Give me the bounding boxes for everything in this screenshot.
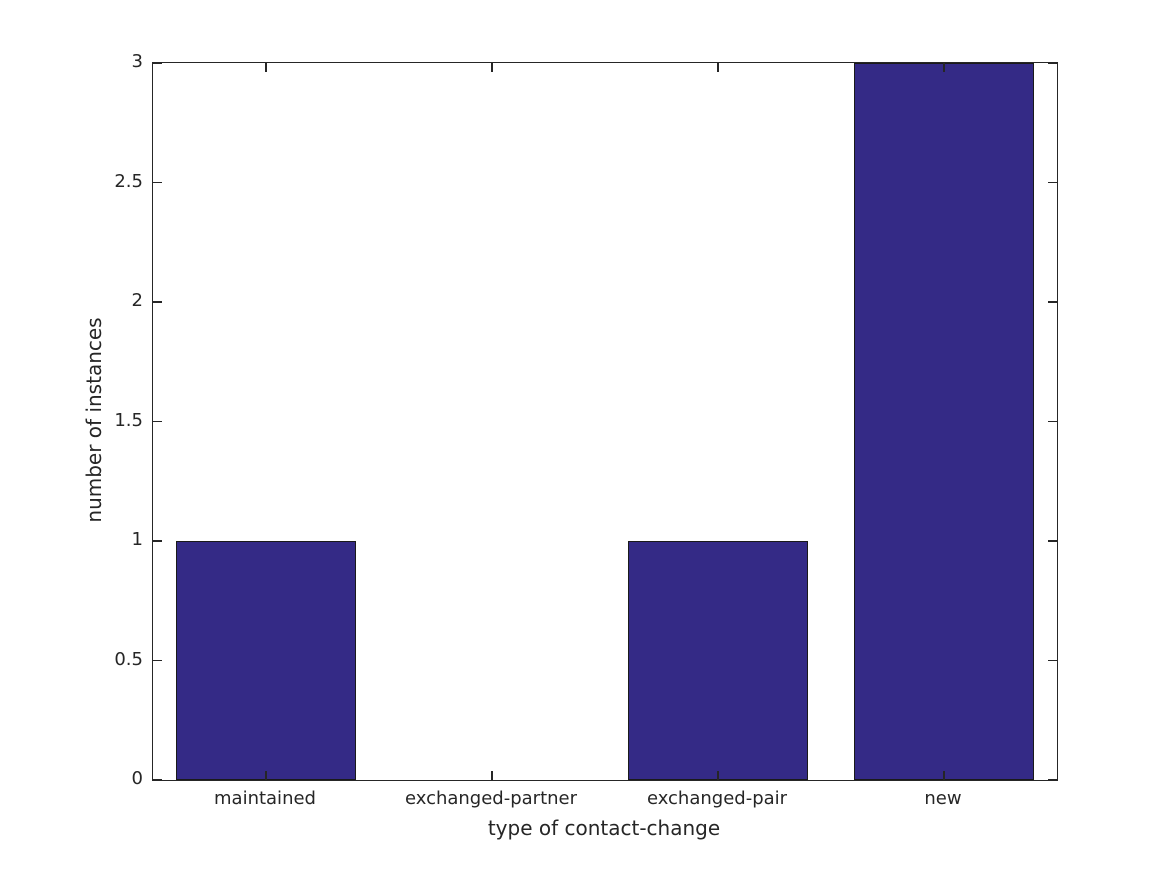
x-tick-bottom	[491, 771, 493, 780]
bar-new	[853, 63, 1035, 780]
plot-area	[152, 62, 1058, 781]
y-tick-left	[153, 659, 162, 662]
x-tick-top	[717, 63, 719, 72]
y-tick-right	[1048, 301, 1057, 303]
y-tick-left	[153, 62, 162, 64]
y-tick-label: 1	[131, 529, 143, 550]
y-tick-label: 0	[131, 768, 143, 789]
y-tick-left	[153, 540, 162, 542]
y-tick-label: 0.5	[114, 648, 143, 670]
y-tick-left	[153, 301, 162, 303]
x-tick-label: maintained	[214, 788, 316, 809]
bar-maintained	[175, 541, 357, 780]
y-tick-right	[1048, 540, 1057, 542]
x-tick-bottom	[943, 771, 945, 780]
y-tick-label: 3	[131, 51, 143, 72]
x-tick-bottom	[717, 771, 719, 780]
y-tick-right	[1048, 62, 1057, 64]
y-tick-left	[153, 420, 162, 423]
y-tick-right	[1048, 659, 1057, 662]
y-tick-left	[153, 779, 162, 781]
x-tick-top	[265, 63, 267, 72]
y-tick-right	[1048, 181, 1057, 184]
y-tick-right	[1048, 420, 1057, 423]
x-tick-top	[491, 63, 493, 72]
y-tick-label: 2	[131, 290, 143, 311]
x-tick-top	[943, 63, 945, 72]
x-tick-label: exchanged-partner	[404, 788, 578, 809]
bar-exchanged-pair	[627, 541, 809, 780]
y-tick-label: 1.5	[114, 409, 143, 431]
y-tick-label: 2.5	[114, 170, 143, 192]
x-tick-label: new	[924, 788, 962, 809]
x-tick-label: exchanged-pair	[646, 788, 788, 809]
x-axis-label: type of contact-change	[487, 816, 721, 840]
x-tick-bottom	[265, 771, 267, 780]
y-axis-label-text: number of instances	[82, 317, 106, 523]
y-tick-right	[1048, 779, 1057, 781]
y-tick-left	[153, 181, 162, 184]
